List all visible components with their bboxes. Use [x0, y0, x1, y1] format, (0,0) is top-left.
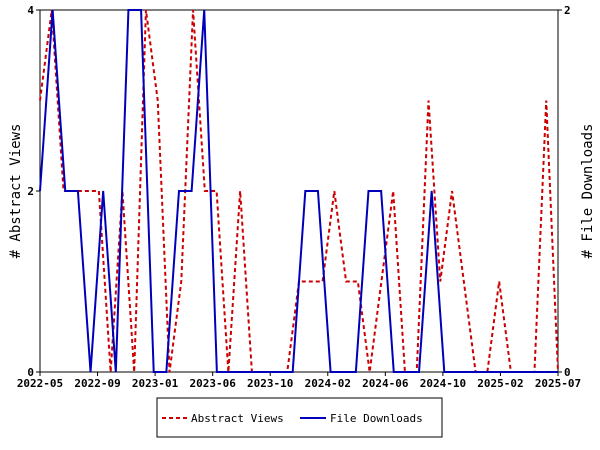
- left-axis-title: # Abstract Views: [8, 124, 24, 259]
- legend-box: [156, 397, 443, 438]
- x-tick-label: 2025-02: [477, 377, 523, 390]
- right-axis-ticks: 02: [558, 4, 571, 379]
- x-tick-label: 2023-10: [247, 377, 293, 390]
- left-tick-label: 0: [27, 366, 34, 379]
- x-tick-label: 2024-02: [305, 377, 351, 390]
- series-line-file-downloads: [39, 9, 558, 373]
- x-tick-label: 2022-09: [74, 377, 120, 390]
- legend: Abstract Views File Downloads: [156, 397, 443, 438]
- left-tick-label: 2: [27, 185, 34, 198]
- legend-label-file-downloads: File Downloads: [330, 412, 423, 425]
- x-tick-label: 2022-05: [17, 377, 63, 390]
- right-tick-label: 0: [564, 366, 571, 379]
- x-tick-label: 2024-06: [362, 377, 409, 390]
- x-tick-label: 2024-10: [420, 377, 466, 390]
- legend-label-abstract-views: Abstract Views: [191, 412, 284, 425]
- right-axis-title: # File Downloads: [580, 124, 596, 259]
- x-tick-label: 2023-01: [132, 377, 179, 390]
- x-tick-label: 2025-07: [535, 377, 581, 390]
- x-tick-label: 2023-06: [189, 377, 236, 390]
- series-line-abstract-views: [39, 9, 559, 373]
- left-axis-ticks: 0 2 4: [27, 4, 40, 379]
- left-tick-label: 4: [27, 4, 34, 17]
- x-axis-ticks: 2022-05 2022-09 2023-01 2023-06 2023-10 2024-…: [17, 372, 581, 390]
- series-layer: [39, 9, 559, 373]
- right-tick-label: 2: [564, 4, 571, 17]
